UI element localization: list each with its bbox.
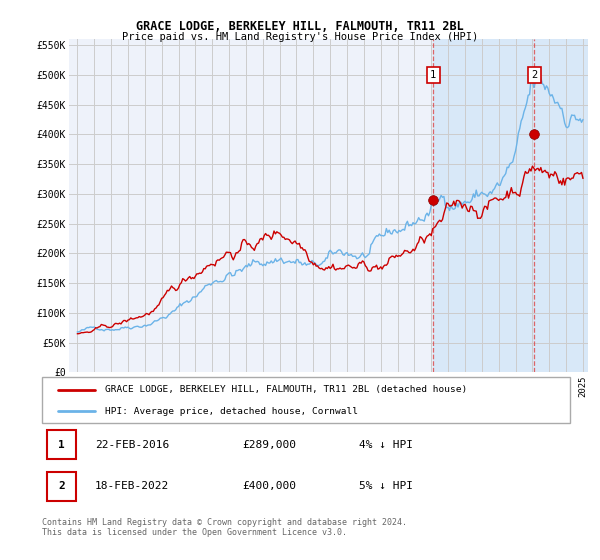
FancyBboxPatch shape — [47, 472, 76, 501]
Text: 18-FEB-2022: 18-FEB-2022 — [95, 482, 169, 491]
Bar — [433, 39, 592, 372]
Text: Contains HM Land Registry data © Crown copyright and database right 2024.
This d: Contains HM Land Registry data © Crown c… — [42, 518, 407, 538]
Text: 4% ↓ HPI: 4% ↓ HPI — [359, 440, 413, 450]
Text: 1: 1 — [430, 70, 436, 80]
Text: £289,000: £289,000 — [242, 440, 296, 450]
Text: GRACE LODGE, BERKELEY HILL, FALMOUTH, TR11 2BL (detached house): GRACE LODGE, BERKELEY HILL, FALMOUTH, TR… — [106, 385, 467, 394]
Text: 1: 1 — [58, 440, 65, 450]
Text: HPI: Average price, detached house, Cornwall: HPI: Average price, detached house, Corn… — [106, 407, 358, 416]
Text: 5% ↓ HPI: 5% ↓ HPI — [359, 482, 413, 491]
Text: 2: 2 — [531, 70, 538, 80]
FancyBboxPatch shape — [47, 430, 76, 459]
Text: £400,000: £400,000 — [242, 482, 296, 491]
Text: Price paid vs. HM Land Registry's House Price Index (HPI): Price paid vs. HM Land Registry's House … — [122, 32, 478, 43]
Text: 2: 2 — [58, 482, 65, 491]
Text: 22-FEB-2016: 22-FEB-2016 — [95, 440, 169, 450]
Text: GRACE LODGE, BERKELEY HILL, FALMOUTH, TR11 2BL: GRACE LODGE, BERKELEY HILL, FALMOUTH, TR… — [136, 20, 464, 32]
FancyBboxPatch shape — [42, 377, 570, 423]
